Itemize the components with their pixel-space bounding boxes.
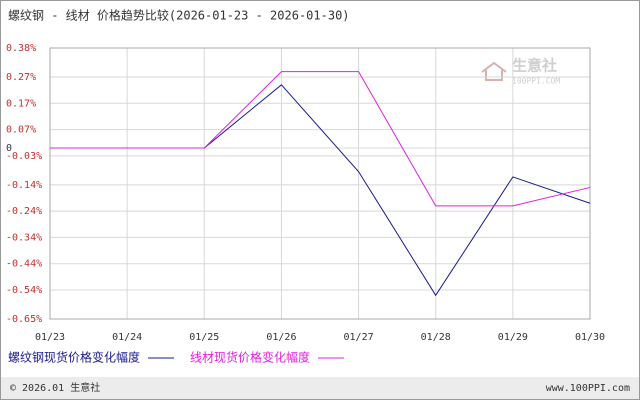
y-tick-label: -0.24% xyxy=(6,206,42,217)
x-tick-label: 01/26 xyxy=(266,332,296,343)
plot-border xyxy=(49,47,591,320)
y-tick-label: -0.03% xyxy=(6,151,42,162)
y-tick-label: -0.65% xyxy=(6,314,42,325)
y-tick-label: 0.27% xyxy=(6,72,36,83)
x-tick-label: 01/23 xyxy=(35,332,65,343)
y-tick-label: 0.17% xyxy=(6,98,36,109)
y-tick-label: -0.34% xyxy=(6,232,42,243)
legend-label: 线材现货价格变化幅度 xyxy=(190,350,310,365)
y-tick-label: 0.38% xyxy=(6,43,36,54)
watermark-sub: 100PPI.COM xyxy=(512,77,560,86)
footer-bar xyxy=(1,377,639,399)
footer-right: www.100PPI.com xyxy=(546,383,630,394)
footer-left: © 2026.01 生意社 xyxy=(10,381,100,394)
x-tick-label: 01/28 xyxy=(421,332,451,343)
watermark: 生意社 xyxy=(512,57,557,75)
chart-title: 螺纹钢 - 线材 价格趋势比较(2026-01-23 - 2026-01-30) xyxy=(8,8,350,23)
y-tick-label: -0.14% xyxy=(6,180,42,191)
x-tick-label: 01/29 xyxy=(498,332,528,343)
x-tick-label: 01/30 xyxy=(575,332,605,343)
x-tick-label: 01/24 xyxy=(112,332,142,343)
series-line xyxy=(50,71,591,207)
y-tick-label: 0.07% xyxy=(6,125,36,136)
x-tick-label: 01/27 xyxy=(344,332,374,343)
y-tick-label: -0.44% xyxy=(6,259,42,270)
legend-label: 螺纹钢现货价格变化幅度 xyxy=(8,350,140,365)
watermark-icon xyxy=(481,61,507,81)
y-tick-label: 0 xyxy=(6,143,12,154)
y-tick-label: -0.54% xyxy=(6,285,42,296)
x-tick-label: 01/25 xyxy=(189,332,219,343)
